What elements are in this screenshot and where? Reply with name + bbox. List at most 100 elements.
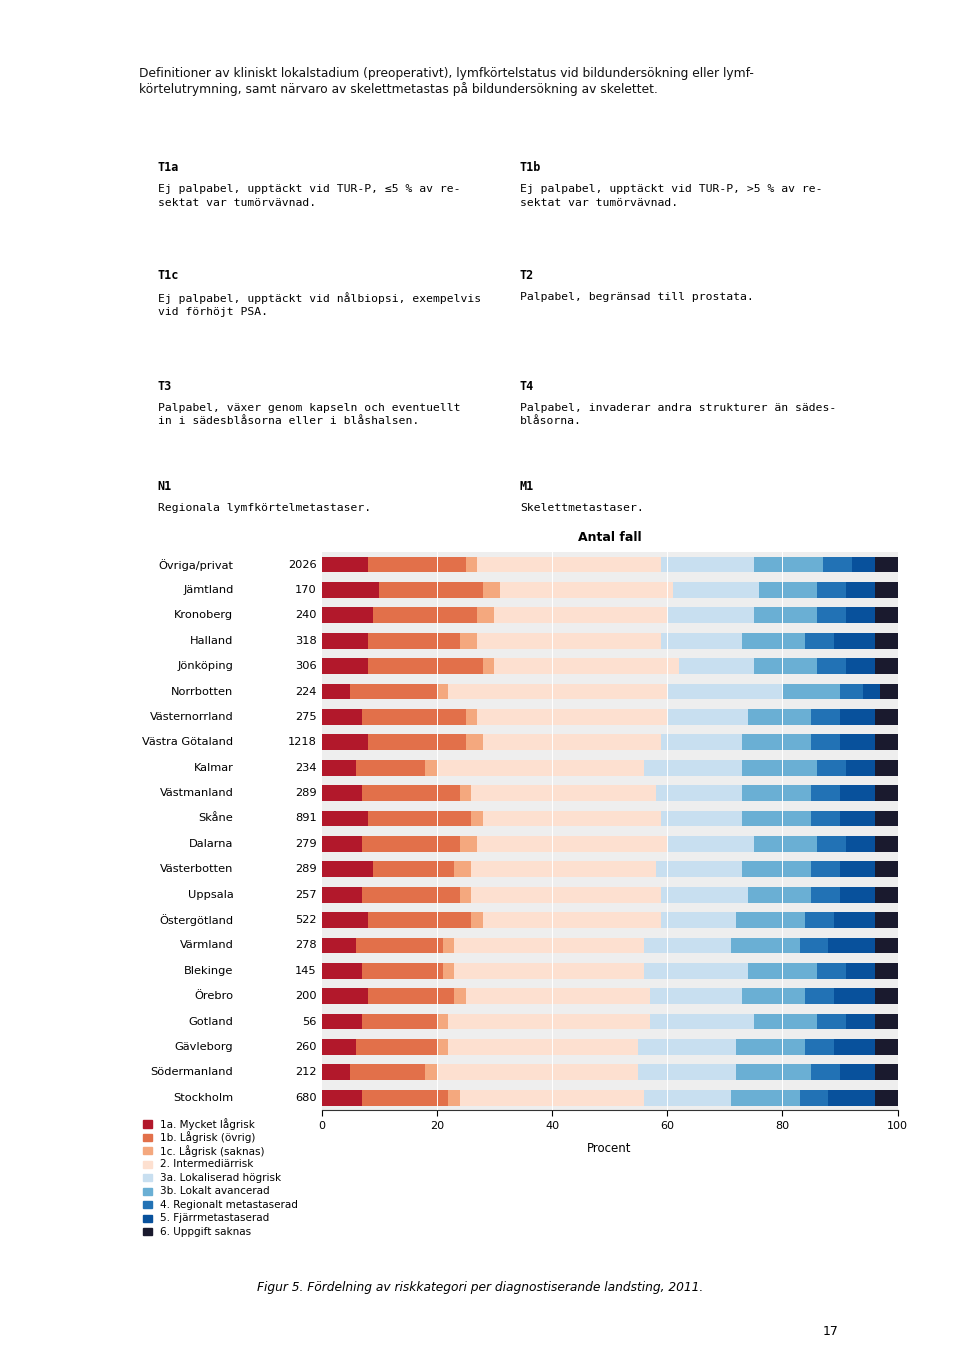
Text: Dalarna: Dalarna xyxy=(189,839,233,849)
Bar xyxy=(754,607,817,623)
Text: Västernorrland: Västernorrland xyxy=(150,712,233,721)
Bar xyxy=(661,887,748,903)
Bar xyxy=(754,557,823,572)
Bar xyxy=(477,633,661,649)
Text: 240: 240 xyxy=(296,610,317,621)
Bar xyxy=(863,684,880,700)
Bar xyxy=(805,913,834,927)
Bar xyxy=(805,988,834,1004)
Bar xyxy=(846,759,875,775)
Bar xyxy=(742,785,811,801)
Bar xyxy=(679,658,754,674)
Bar xyxy=(454,938,644,953)
Bar xyxy=(811,861,840,878)
Text: Västra Götaland: Västra Götaland xyxy=(142,738,233,747)
Bar xyxy=(817,1014,846,1030)
Text: Ej palpabel, upptäckt vid nålbiopsi, exempelvis
vid förhöjt PSA.: Ej palpabel, upptäckt vid nålbiopsi, exe… xyxy=(157,292,481,318)
FancyBboxPatch shape xyxy=(142,1133,152,1141)
Bar xyxy=(356,759,425,775)
Text: Halland: Halland xyxy=(190,635,233,646)
X-axis label: Procent: Procent xyxy=(588,1141,632,1155)
Bar xyxy=(875,709,898,724)
Bar xyxy=(483,581,500,598)
Bar xyxy=(368,633,460,649)
Bar xyxy=(875,1039,898,1055)
Bar xyxy=(875,861,898,878)
Bar xyxy=(748,709,811,724)
Bar xyxy=(875,633,898,649)
Bar xyxy=(368,810,471,826)
Text: 1c. Lågrisk (saknas): 1c. Lågrisk (saknas) xyxy=(160,1145,265,1156)
Text: Östergötland: Östergötland xyxy=(159,914,233,926)
Bar xyxy=(656,785,742,801)
Text: Gotland: Gotland xyxy=(188,1016,233,1027)
Bar xyxy=(644,1090,731,1105)
Bar xyxy=(840,735,875,750)
Text: Kalmar: Kalmar xyxy=(194,763,233,773)
Bar xyxy=(368,913,471,927)
Bar xyxy=(667,684,782,700)
Bar xyxy=(880,684,898,700)
Bar xyxy=(748,962,817,979)
Bar xyxy=(742,988,805,1004)
Bar xyxy=(477,607,494,623)
Bar xyxy=(875,607,898,623)
Text: 522: 522 xyxy=(296,915,317,925)
Bar xyxy=(828,938,875,953)
Bar xyxy=(754,836,817,852)
Text: Stockholm: Stockholm xyxy=(174,1093,233,1102)
Bar xyxy=(477,709,667,724)
Text: 289: 289 xyxy=(295,787,317,798)
Bar xyxy=(650,988,742,1004)
Bar xyxy=(368,557,466,572)
Bar xyxy=(437,759,644,775)
Bar xyxy=(800,938,828,953)
Text: Värmland: Värmland xyxy=(180,941,233,950)
Bar xyxy=(875,887,898,903)
Text: 257: 257 xyxy=(295,890,317,899)
Text: Skåne: Skåne xyxy=(199,813,233,824)
Bar xyxy=(875,735,898,750)
Text: 2026: 2026 xyxy=(288,560,317,569)
Text: T1a: T1a xyxy=(157,162,180,175)
Text: 680: 680 xyxy=(295,1093,317,1102)
FancyBboxPatch shape xyxy=(142,1160,152,1168)
Bar xyxy=(322,759,356,775)
Bar xyxy=(661,810,742,826)
Bar xyxy=(483,735,661,750)
Bar xyxy=(368,658,483,674)
Text: Ej palpabel, upptäckt vid TUR-P, ≤5 % av re-
sektat var tumörvävnad.: Ej palpabel, upptäckt vid TUR-P, ≤5 % av… xyxy=(157,184,460,207)
Text: Örebro: Örebro xyxy=(194,991,233,1001)
Bar xyxy=(350,684,437,700)
Text: Palpabel, invaderar andra strukturer än sädes-
blåsorna.: Palpabel, invaderar andra strukturer än … xyxy=(520,404,836,427)
Bar xyxy=(736,1065,811,1081)
FancyBboxPatch shape xyxy=(142,1201,152,1209)
Bar xyxy=(437,1065,638,1081)
FancyBboxPatch shape xyxy=(142,1120,152,1128)
Bar xyxy=(471,785,656,801)
Bar xyxy=(443,938,454,953)
Bar xyxy=(673,581,759,598)
Bar xyxy=(840,709,875,724)
Bar xyxy=(875,658,898,674)
Bar xyxy=(322,1090,362,1105)
Text: Palpabel, växer genom kapseln och eventuellt
in i sädesblåsorna eller i blåshals: Palpabel, växer genom kapseln och eventu… xyxy=(157,404,460,427)
Bar xyxy=(362,887,460,903)
Bar xyxy=(742,759,817,775)
Text: N1: N1 xyxy=(157,481,172,493)
Bar xyxy=(661,735,742,750)
Bar xyxy=(460,887,471,903)
Bar xyxy=(846,607,875,623)
Bar xyxy=(644,962,748,979)
Circle shape xyxy=(86,0,960,36)
Bar xyxy=(875,913,898,927)
Bar xyxy=(322,735,368,750)
Bar xyxy=(362,1014,437,1030)
Text: 318: 318 xyxy=(295,635,317,646)
Bar xyxy=(782,684,840,700)
Bar xyxy=(656,861,742,878)
Text: 278: 278 xyxy=(295,941,317,950)
Text: Uppsala: Uppsala xyxy=(188,890,233,899)
Text: 279: 279 xyxy=(295,839,317,849)
Bar xyxy=(811,1065,840,1081)
